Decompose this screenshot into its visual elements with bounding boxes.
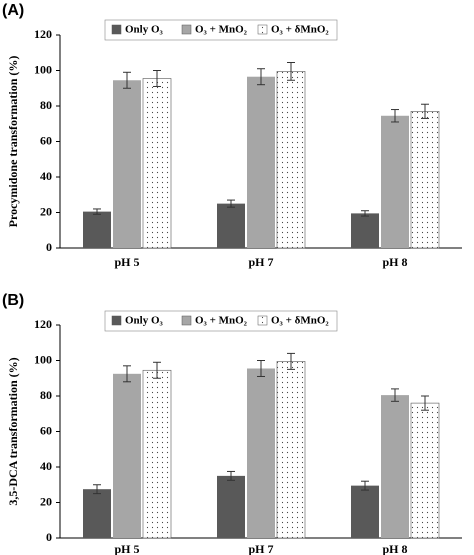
y-tick-label: 40 xyxy=(40,169,52,183)
y-tick-label: 20 xyxy=(40,204,52,218)
bar xyxy=(410,402,440,539)
bar xyxy=(142,369,172,539)
y-axis-label: 3,5-DCA transformation (%) xyxy=(6,357,20,505)
bar xyxy=(381,115,409,248)
x-tick-label: pH 8 xyxy=(382,255,407,269)
y-tick-label: 80 xyxy=(40,388,52,402)
legend-swatch xyxy=(181,315,192,326)
bar xyxy=(351,213,379,248)
bar xyxy=(83,211,111,248)
bar xyxy=(351,485,379,538)
legend-swatch xyxy=(111,24,122,35)
legend-box xyxy=(104,310,338,332)
legend-swatch xyxy=(111,315,122,326)
x-tick-label: pH 7 xyxy=(248,255,273,269)
bar xyxy=(276,361,306,539)
bar xyxy=(247,76,275,249)
y-tick-label: 100 xyxy=(34,352,52,366)
y-tick-label: 120 xyxy=(34,317,52,331)
y-axis-label: Procymidone transformation (%) xyxy=(6,56,20,228)
x-tick-label: pH 5 xyxy=(114,255,139,269)
y-tick-label: 0 xyxy=(46,240,52,254)
bar xyxy=(276,71,306,249)
y-tick-label: 60 xyxy=(40,133,52,147)
x-tick-label: pH 5 xyxy=(114,542,139,555)
bar xyxy=(381,395,409,538)
legend-swatch xyxy=(257,24,268,35)
legend-box xyxy=(104,19,338,41)
bar xyxy=(247,368,275,538)
legend-label: O₃ + MnO₂ xyxy=(195,315,248,327)
y-tick-label: 0 xyxy=(46,530,52,544)
y-tick-label: 20 xyxy=(40,494,52,508)
legend-label: O₃ + δMnO₂ xyxy=(271,315,329,327)
bar xyxy=(113,373,141,538)
x-tick-label: pH 8 xyxy=(382,542,407,555)
bar xyxy=(217,203,245,248)
bar xyxy=(217,475,245,538)
legend-swatch xyxy=(257,315,268,326)
legend-swatch xyxy=(181,24,192,35)
y-tick-label: 100 xyxy=(34,62,52,76)
x-tick-label: pH 7 xyxy=(248,542,273,555)
legend-label: O₃ + MnO₂ xyxy=(195,24,248,36)
y-tick-label: 40 xyxy=(40,459,52,473)
bar xyxy=(113,80,141,248)
panel-label: (B) xyxy=(2,292,24,309)
y-tick-label: 60 xyxy=(40,423,52,437)
bar xyxy=(83,489,111,538)
legend-label: O₃ + δMnO₂ xyxy=(271,24,329,36)
y-tick-label: 120 xyxy=(34,27,52,41)
bar xyxy=(142,78,172,249)
legend-label: Only O₃ xyxy=(125,315,164,327)
y-tick-label: 80 xyxy=(40,98,52,112)
bar xyxy=(410,111,440,249)
legend-label: Only O₃ xyxy=(125,24,164,36)
panel-label: (A) xyxy=(2,2,24,19)
